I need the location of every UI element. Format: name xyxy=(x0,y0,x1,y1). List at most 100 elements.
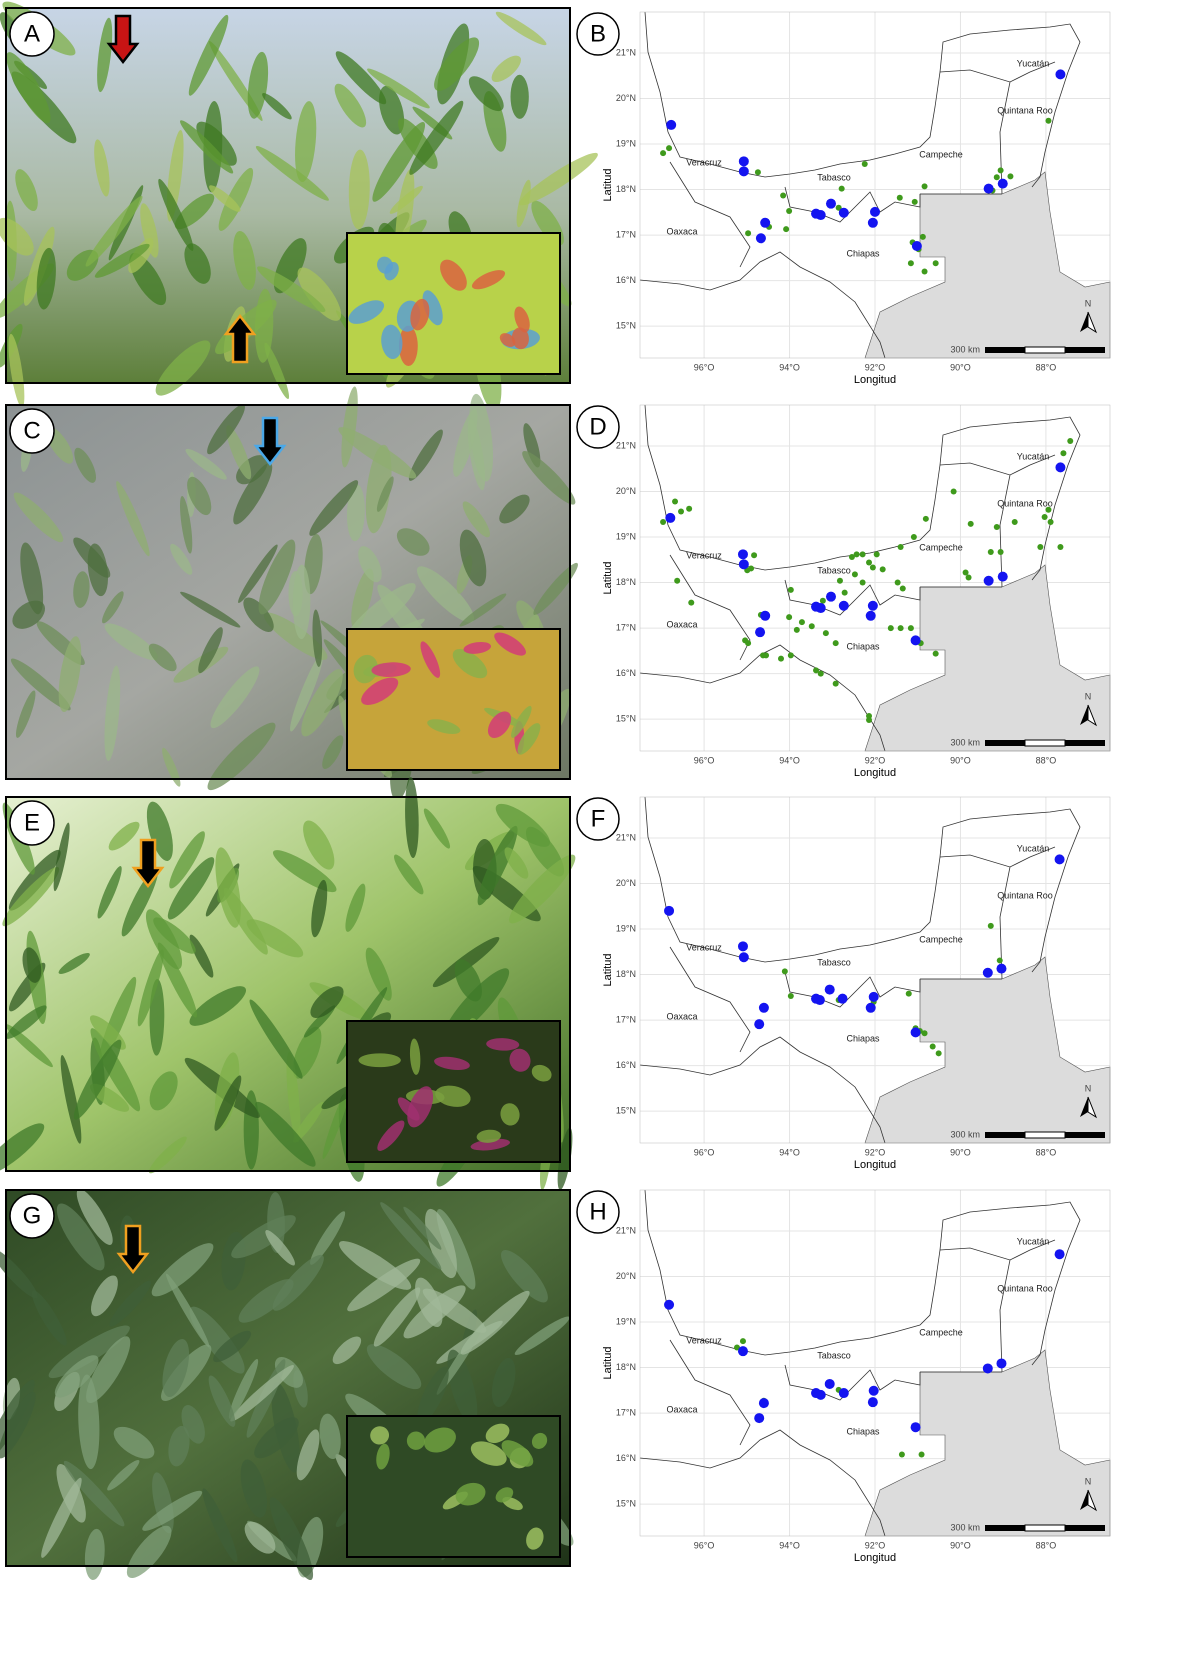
blue-point xyxy=(666,120,676,130)
blue-point xyxy=(998,572,1008,582)
green-point xyxy=(898,625,904,631)
blue-point xyxy=(870,207,880,217)
green-point xyxy=(780,192,786,198)
blue-point xyxy=(760,218,770,228)
region-label: Chiapas xyxy=(846,1033,880,1043)
green-point xyxy=(799,619,805,625)
green-point xyxy=(820,598,826,604)
blue-point xyxy=(815,995,825,1005)
green-point xyxy=(994,174,1000,180)
green-point xyxy=(998,549,1004,555)
y-tick-label: 21°N xyxy=(616,440,636,450)
scale-label: 300 km xyxy=(950,1129,980,1139)
green-point xyxy=(888,625,894,631)
green-point xyxy=(782,968,788,974)
green-point xyxy=(688,600,694,606)
blue-point xyxy=(839,1388,849,1398)
blue-point xyxy=(739,156,749,166)
y-tick-label: 21°N xyxy=(616,832,636,842)
region-label: Tabasco xyxy=(817,1350,851,1360)
blue-point xyxy=(839,601,849,611)
green-point xyxy=(908,260,914,266)
green-point xyxy=(895,580,901,586)
blue-point xyxy=(816,210,826,220)
y-tick-label: 18°N xyxy=(616,1362,636,1372)
region-label: Oaxaca xyxy=(666,1404,697,1414)
x-tick-label: 90°O xyxy=(950,1540,971,1550)
blue-point xyxy=(868,601,878,611)
scale-bar xyxy=(985,740,1025,746)
y-tick-label: 16°N xyxy=(616,668,636,678)
y-tick-label: 21°N xyxy=(616,47,636,57)
green-point xyxy=(788,993,794,999)
blue-point xyxy=(911,1422,921,1432)
blue-point xyxy=(869,1386,879,1396)
y-tick-label: 16°N xyxy=(616,275,636,285)
scale-bar xyxy=(1025,1132,1065,1138)
blue-point xyxy=(911,1027,921,1037)
blue-point xyxy=(866,611,876,621)
region-label: Chiapas xyxy=(846,248,880,258)
green-point xyxy=(862,161,868,167)
x-tick-label: 94°O xyxy=(779,1540,800,1550)
x-tick-label: 92°O xyxy=(865,1540,886,1550)
green-point xyxy=(930,1043,936,1049)
x-axis-label: Longitud xyxy=(854,767,896,779)
scale-label: 300 km xyxy=(950,344,980,354)
green-point xyxy=(919,1452,925,1458)
blue-point xyxy=(664,906,674,916)
scale-bar xyxy=(1025,347,1065,353)
region-label: Yucatán xyxy=(1017,58,1050,68)
x-tick-label: 88°O xyxy=(1036,1540,1057,1550)
blue-point xyxy=(998,179,1008,189)
x-tick-label: 88°O xyxy=(1036,1147,1057,1157)
y-tick-label: 19°N xyxy=(616,138,636,148)
blue-point xyxy=(739,166,749,176)
photo-panel: E xyxy=(0,777,582,1192)
y-tick-label: 21°N xyxy=(616,1225,636,1235)
photo-panel: A xyxy=(0,0,602,413)
blue-point xyxy=(738,941,748,951)
y-tick-label: 16°N xyxy=(616,1453,636,1463)
scale-bar xyxy=(1025,1525,1065,1531)
green-point xyxy=(933,260,939,266)
region-label: Oaxaca xyxy=(666,1011,697,1021)
y-tick-label: 16°N xyxy=(616,1060,636,1070)
green-point xyxy=(839,186,845,192)
green-point xyxy=(911,534,917,540)
region-label: Veracruz xyxy=(686,942,722,952)
region-label: Veracruz xyxy=(686,1335,722,1345)
green-point xyxy=(988,923,994,929)
green-point xyxy=(745,230,751,236)
scale-bar xyxy=(985,1525,1025,1531)
blue-point xyxy=(759,1003,769,1013)
green-point xyxy=(936,1050,942,1056)
blue-point xyxy=(984,576,994,586)
blue-point xyxy=(816,1390,826,1400)
x-tick-label: 88°O xyxy=(1036,755,1057,765)
blue-point xyxy=(911,635,921,645)
blue-point xyxy=(826,199,836,209)
green-point xyxy=(923,516,929,522)
blue-point xyxy=(1055,69,1065,79)
green-point xyxy=(988,549,994,555)
y-tick-label: 18°N xyxy=(616,184,636,194)
region-label: Campeche xyxy=(919,1327,963,1337)
region-label: Chiapas xyxy=(846,641,880,651)
scale-label: 300 km xyxy=(950,1522,980,1532)
blue-point xyxy=(1055,854,1065,864)
region-label: Campeche xyxy=(919,542,963,552)
green-point xyxy=(1042,514,1048,520)
green-point xyxy=(666,145,672,151)
green-point xyxy=(860,580,866,586)
x-axis-label: Longitud xyxy=(854,374,896,386)
region-label: Quintana Roo xyxy=(997,1283,1053,1293)
region-label: Quintana Roo xyxy=(997,105,1053,115)
blue-point xyxy=(738,549,748,559)
x-tick-label: 92°O xyxy=(865,362,886,372)
green-point xyxy=(860,551,866,557)
north-label: N xyxy=(1085,298,1092,308)
y-axis-label: Latitud xyxy=(602,953,614,986)
green-point xyxy=(966,575,972,581)
